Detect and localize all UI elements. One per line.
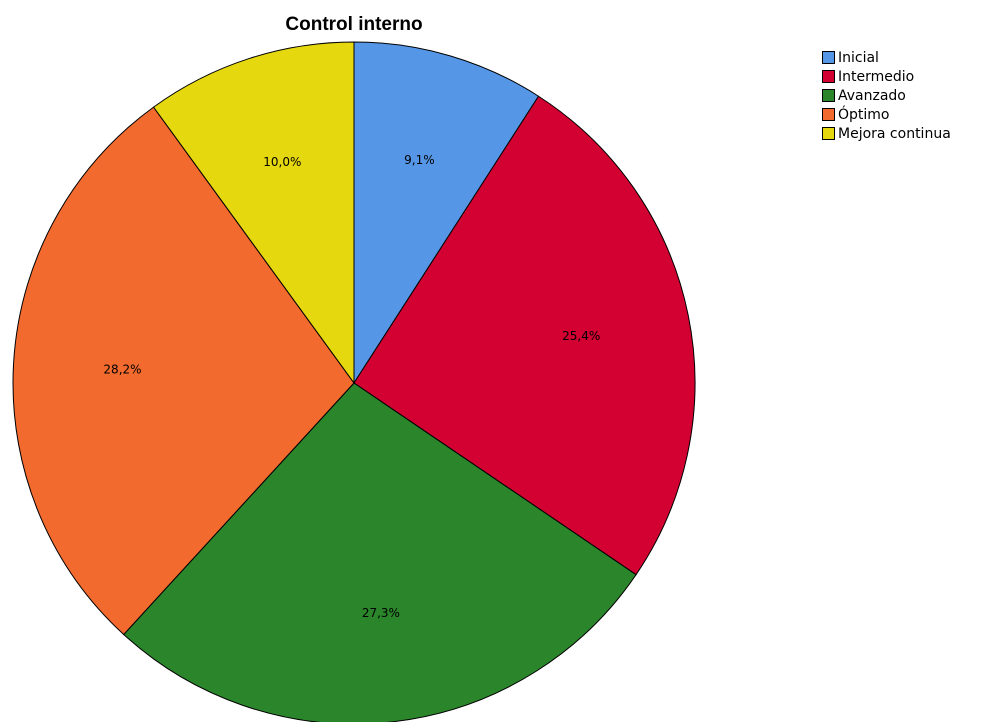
legend-swatch: [822, 51, 835, 64]
legend-label: Inicial: [838, 49, 879, 66]
pie-slices: [12, 41, 696, 722]
pie-data-label: 10,0%: [263, 155, 301, 169]
pie-data-label: 28,2%: [103, 362, 141, 376]
pie-slice-mejora-continua: [152, 41, 355, 385]
legend-label: Mejora continua: [838, 125, 951, 142]
legend-item: Avanzado: [822, 86, 951, 105]
pie-data-label: 25,4%: [562, 329, 600, 343]
chart-title: Control interno: [285, 14, 423, 35]
legend-swatch: [822, 108, 835, 121]
pie-data-label: 27,3%: [362, 606, 400, 620]
legend-label: Óptimo: [838, 106, 890, 123]
legend-swatch: [822, 127, 835, 140]
pie-slice-óptimo: [12, 106, 355, 636]
legend-label: Avanzado: [838, 87, 906, 104]
legend-swatch: [822, 89, 835, 102]
pie-data-label: 9,1%: [404, 153, 435, 167]
legend-item: Óptimo: [822, 105, 951, 124]
legend-item: Intermedio: [822, 67, 951, 86]
pie-slice-inicial: [353, 41, 540, 385]
legend-item: Inicial: [822, 48, 951, 67]
pie-slice-intermedio: [353, 95, 696, 576]
legend-item: Mejora continua: [822, 124, 951, 143]
legend-swatch: [822, 70, 835, 83]
chart-legend: Inicial Intermedio Avanzado Óptimo Mejora co…: [822, 48, 951, 143]
legend-label: Intermedio: [838, 68, 915, 85]
pie-data-labels: 9,1% 25,4% 27,3% 28,2% 10,0%: [103, 153, 600, 620]
